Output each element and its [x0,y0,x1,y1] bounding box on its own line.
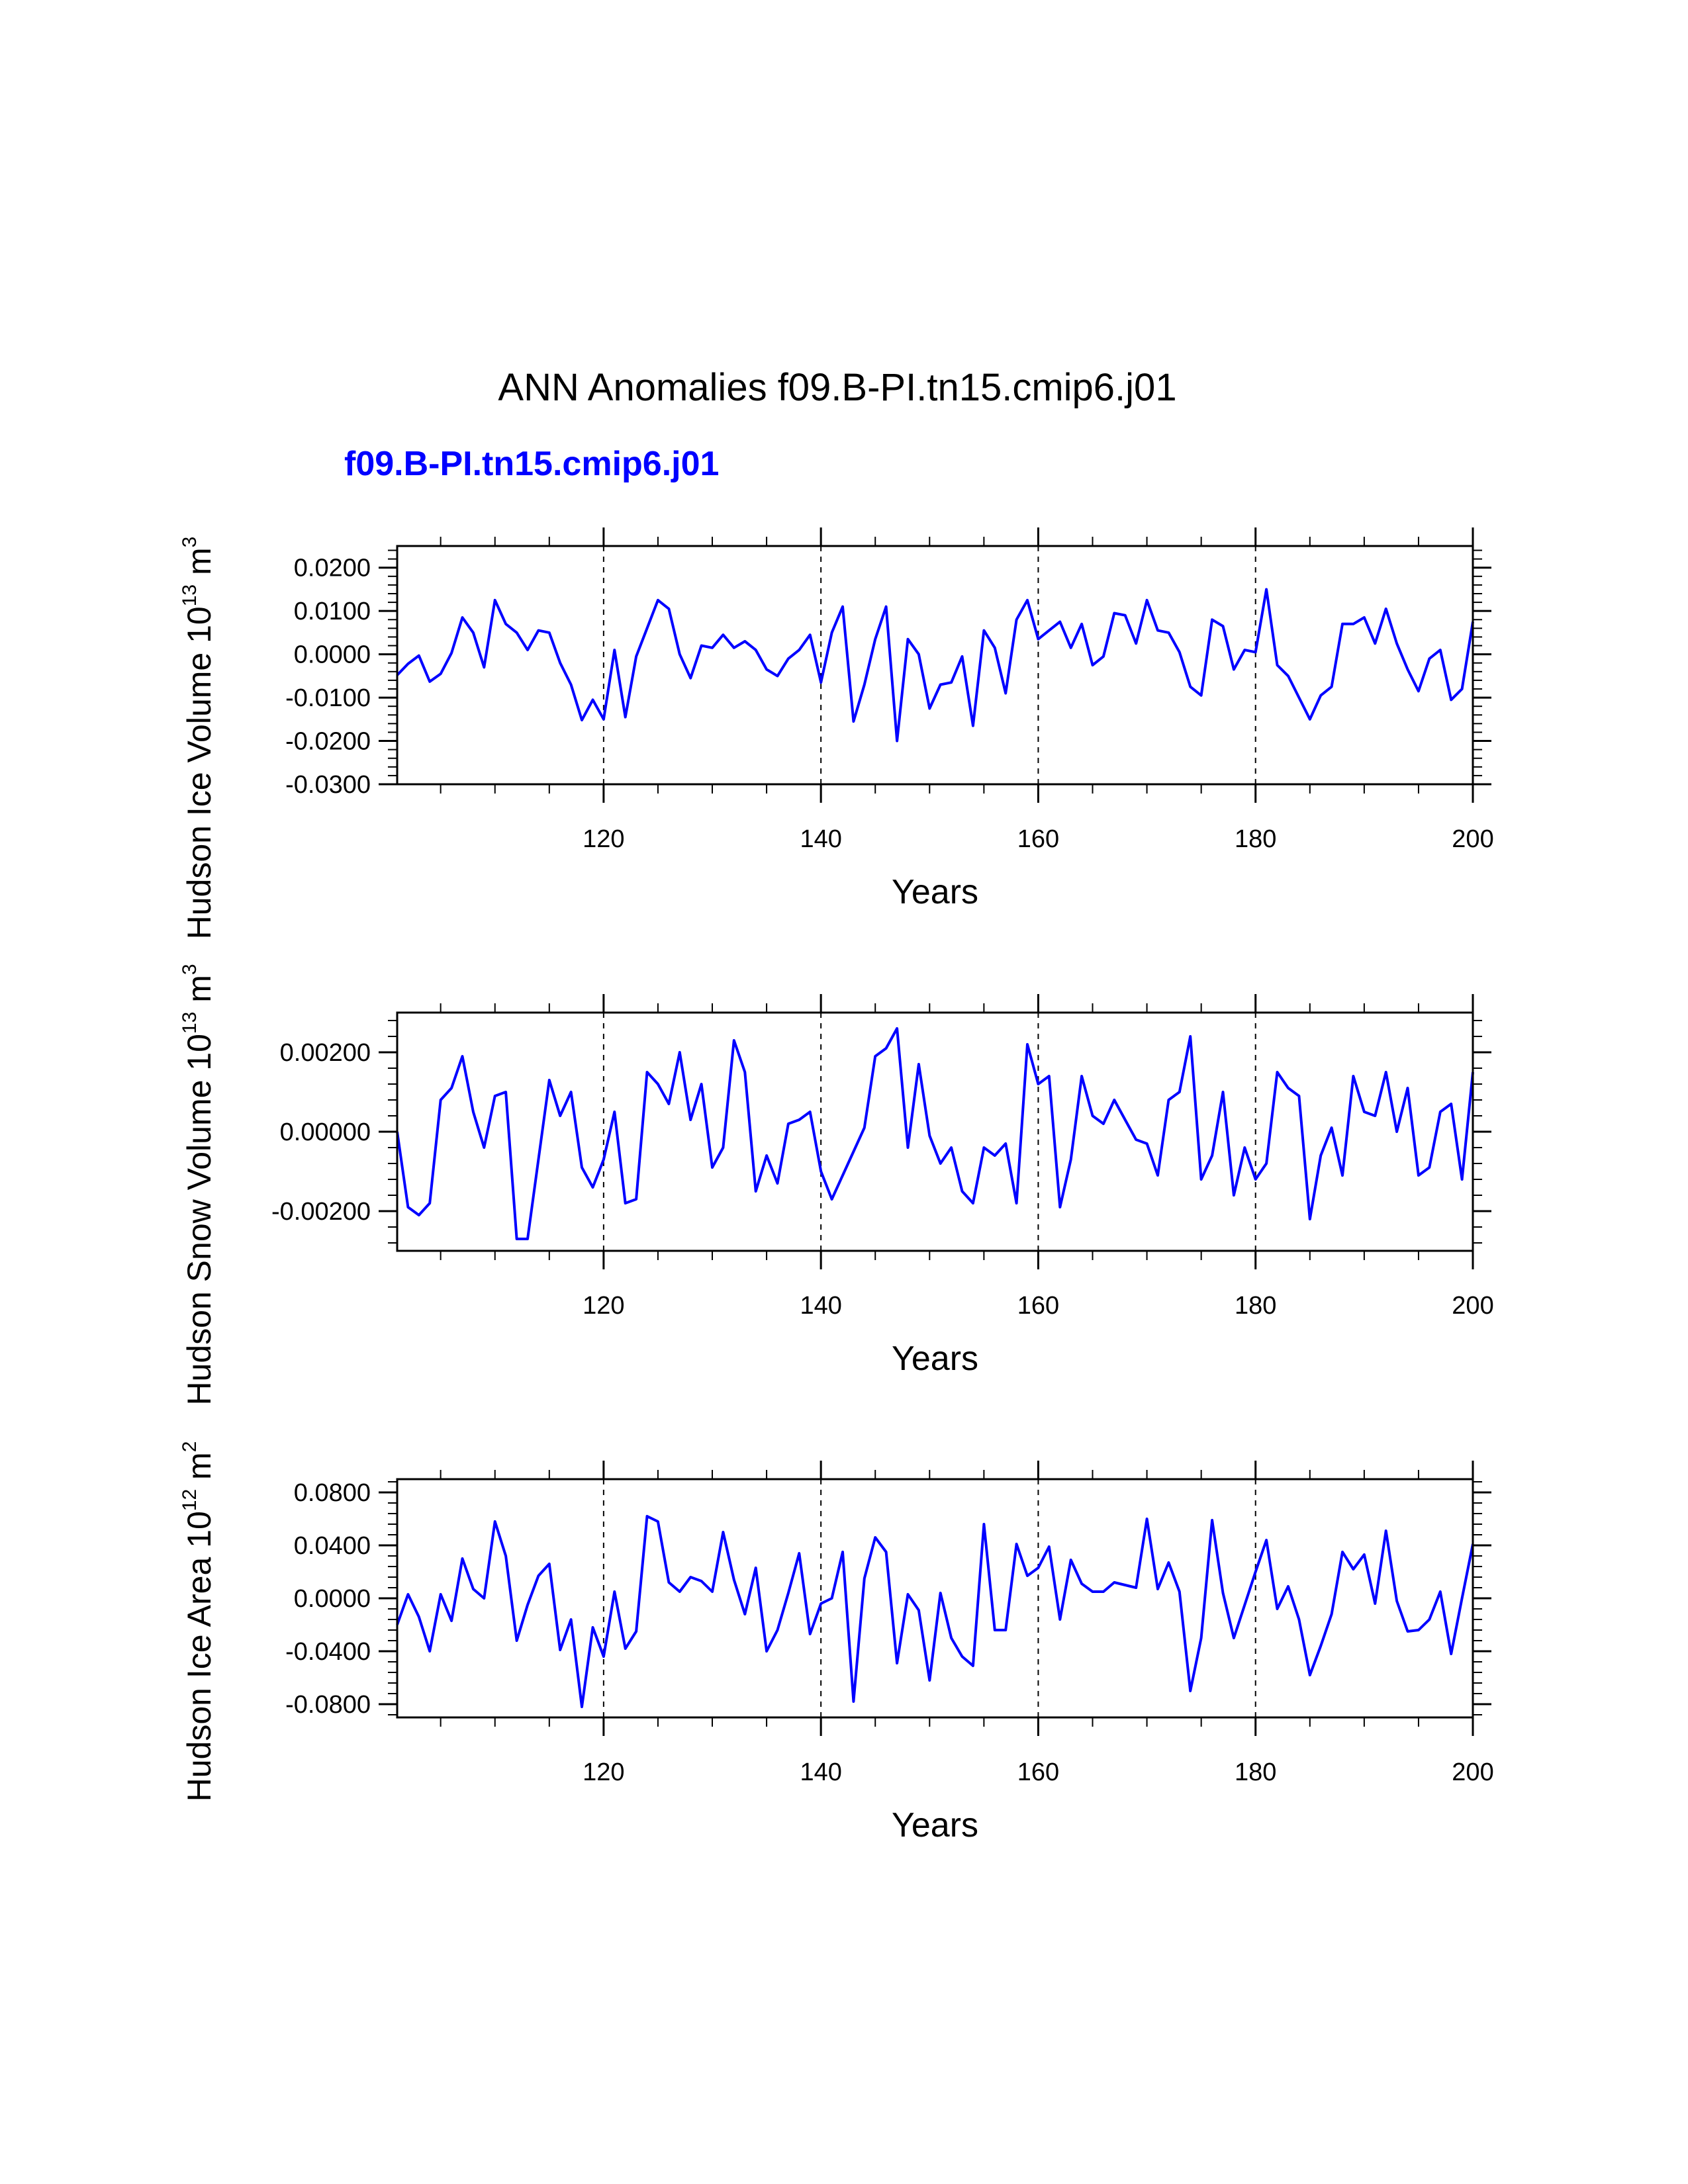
y-axis-title-unit-exp: 3 [179,537,201,548]
y-tick-label: -0.0800 [285,1691,371,1719]
series-line [396,1515,1474,1708]
y-tick-label: -0.0200 [285,728,371,756]
y-axis-title-unit-exp: 2 [179,1441,201,1453]
y-tick-label: 0.0200 [294,555,371,582]
y-tick-label: -0.0100 [285,684,371,712]
series-line [396,1027,1474,1240]
y-axis-title-unit-exp: 3 [179,964,201,975]
plot-frame [396,545,1474,786]
x-tick-label: 120 [583,825,624,853]
y-axis-title-unit: m [181,975,218,1012]
x-tick-label: 140 [800,825,841,853]
x-tick-label: 180 [1235,825,1276,853]
x-tick-label: 160 [1017,1758,1059,1786]
plot-frame [396,1478,1474,1719]
chart-subtitle: f09.B-PI.tn15.cmip6.j01 [344,445,719,483]
y-axis-title-exp: 13 [179,1012,201,1034]
series-line [396,588,1474,743]
y-tick-label: -0.0300 [285,771,371,799]
y-tick-label: 0.0400 [294,1532,371,1560]
y-tick-label: -0.00200 [271,1198,371,1226]
y-axis-title-unit: m [181,547,218,584]
x-tick-label: 140 [800,1292,841,1320]
y-axis-title-base: Hudson Snow Volume 10 [181,1034,218,1405]
x-tick-label: 180 [1235,1292,1276,1320]
y-axis-title: Hudson Snow Volume 1013 m3 [179,964,218,1405]
x-axis-title: Years [892,873,978,911]
y-tick-label: 0.0100 [294,598,371,625]
x-axis-title: Years [892,1340,978,1378]
x-tick-label: 200 [1452,1758,1493,1786]
x-tick-label: 160 [1017,825,1059,853]
chart-title: ANN Anomalies f09.B-PI.tn15.cmip6.j01 [498,366,1176,409]
x-tick-label: 200 [1452,825,1493,853]
x-tick-label: 180 [1235,1758,1276,1786]
snow-volume-panel: 120 140 160 180 200 0.00200 0.00000 -0.00200 Yea… [179,964,1494,1405]
x-tick-label: 120 [583,1292,624,1320]
y-tick-label: 0.00000 [280,1118,371,1146]
ice-volume-panel: 120 140 160 180 200 0.0200 0.0100 0.0000 -0.0100… [179,527,1494,939]
y-tick-label: -0.0400 [285,1638,371,1666]
y-tick-label: 0.00200 [280,1039,371,1067]
x-axis-title: Years [892,1806,978,1844]
x-tick-label: 200 [1452,1292,1493,1320]
y-axis-title-exp: 13 [179,584,201,606]
y-axis-title-base: Hudson Ice Area 10 [181,1511,218,1801]
y-axis-title: Hudson Ice Volume 1013 m3 [179,537,218,940]
x-tick-label: 160 [1017,1292,1059,1320]
y-tick-label: 0.0000 [294,641,371,669]
x-tick-label: 120 [583,1758,624,1786]
y-axis-title-exp: 12 [179,1489,201,1511]
y-axis-title-base: Hudson Ice Volume 10 [181,606,218,939]
y-tick-label: 0.0800 [294,1479,371,1507]
x-tick-label: 140 [800,1758,841,1786]
y-axis-title-unit: m [181,1452,218,1489]
y-axis-title: Hudson Ice Area 1012 m2 [179,1441,218,1802]
ice-area-panel: 120 140 160 180 200 0.0800 0.0400 0.0000 -0.0400… [179,1441,1494,1844]
y-tick-label: 0.0000 [294,1585,371,1613]
